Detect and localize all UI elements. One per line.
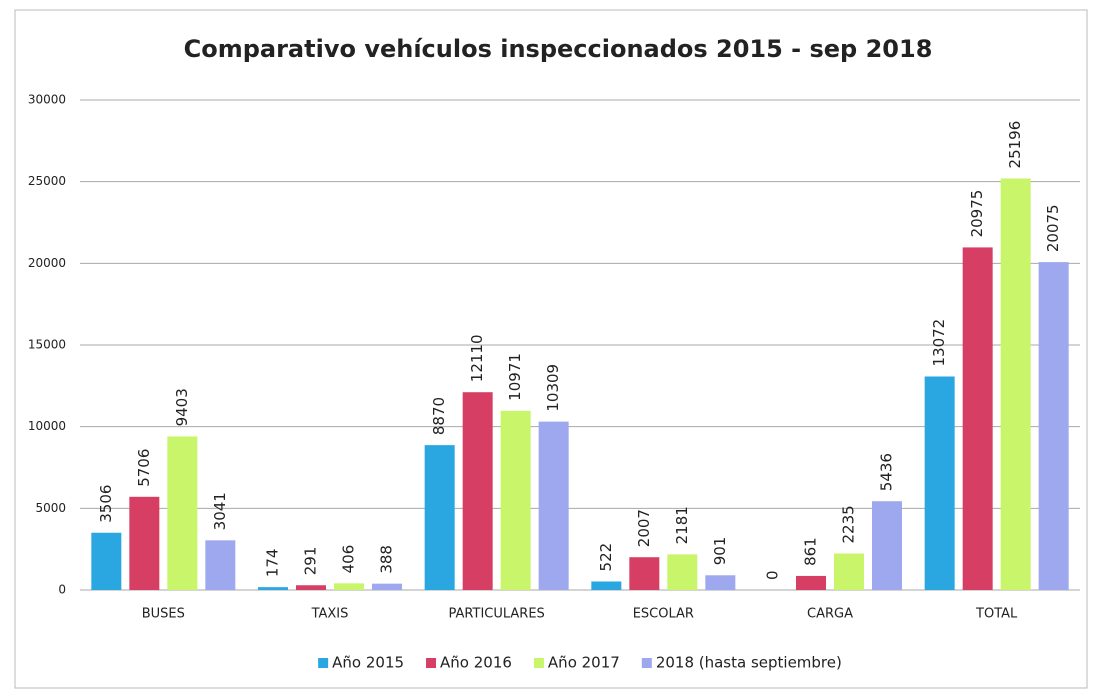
value-label: 388 bbox=[378, 545, 396, 574]
legend-swatch bbox=[641, 658, 652, 668]
bar bbox=[924, 376, 955, 590]
bar bbox=[296, 585, 326, 590]
value-label: 2007 bbox=[635, 509, 653, 547]
bar bbox=[1000, 178, 1031, 590]
bar bbox=[258, 587, 288, 590]
value-label: 174 bbox=[264, 549, 282, 578]
bar bbox=[1038, 262, 1069, 590]
chart-title: Comparativo vehículos inspeccionados 201… bbox=[184, 35, 933, 63]
value-label: 8870 bbox=[430, 397, 448, 435]
value-label: 10971 bbox=[506, 353, 524, 401]
bar bbox=[372, 583, 402, 590]
legend-label: 2018 (hasta septiembre) bbox=[656, 654, 842, 672]
bar bbox=[334, 583, 364, 590]
bar bbox=[705, 575, 736, 590]
x-tick-label: CARGA bbox=[807, 607, 853, 622]
value-label: 2181 bbox=[673, 506, 691, 544]
value-label: 13072 bbox=[930, 319, 948, 367]
value-label: 406 bbox=[340, 545, 358, 574]
x-tick-label: TAXIS bbox=[311, 607, 349, 622]
y-tick-label: 30000 bbox=[28, 93, 66, 107]
bar bbox=[796, 575, 826, 590]
bar bbox=[205, 540, 236, 590]
y-tick-label: 5000 bbox=[35, 501, 66, 515]
bar bbox=[834, 553, 864, 590]
legend-label: Año 2016 bbox=[440, 654, 512, 672]
y-tick-label: 10000 bbox=[28, 419, 66, 433]
value-label: 12110 bbox=[468, 334, 486, 382]
bar bbox=[538, 421, 569, 590]
value-label: 861 bbox=[802, 537, 820, 566]
bar bbox=[629, 557, 660, 590]
value-label: 3041 bbox=[211, 492, 229, 530]
x-tick-label: BUSES bbox=[142, 607, 185, 622]
bar bbox=[591, 581, 622, 590]
bar bbox=[91, 532, 122, 590]
value-label: 0 bbox=[764, 570, 782, 580]
bar bbox=[424, 445, 455, 590]
value-label: 5706 bbox=[135, 449, 153, 487]
value-label: 522 bbox=[597, 543, 615, 572]
y-tick-label: 25000 bbox=[28, 174, 66, 188]
bar bbox=[667, 554, 698, 590]
legend-label: Año 2017 bbox=[548, 654, 620, 672]
legend-label: Año 2015 bbox=[332, 654, 404, 672]
legend-swatch bbox=[533, 658, 544, 668]
value-label: 25196 bbox=[1006, 121, 1024, 169]
bar bbox=[129, 496, 160, 590]
legend-swatch bbox=[426, 658, 437, 668]
value-label: 3506 bbox=[97, 485, 115, 523]
bar bbox=[500, 410, 531, 590]
value-label: 291 bbox=[302, 547, 320, 576]
value-label: 20975 bbox=[968, 190, 986, 238]
y-tick-label: 0 bbox=[58, 583, 66, 597]
y-tick-label: 20000 bbox=[28, 256, 66, 270]
value-label: 901 bbox=[711, 537, 729, 566]
bar bbox=[872, 501, 902, 590]
x-tick-label: ESCOLAR bbox=[633, 607, 694, 622]
x-tick-label: TOTAL bbox=[975, 607, 1018, 622]
bar bbox=[167, 436, 198, 590]
value-label: 2235 bbox=[840, 505, 858, 543]
value-label: 9403 bbox=[173, 388, 191, 426]
bar bbox=[962, 247, 993, 591]
legend-swatch bbox=[318, 658, 329, 668]
value-label: 10309 bbox=[544, 364, 562, 412]
value-label: 20075 bbox=[1044, 204, 1062, 252]
x-tick-label: PARTICULARES bbox=[449, 607, 545, 622]
value-label: 5436 bbox=[878, 453, 896, 491]
bar bbox=[462, 392, 493, 590]
y-tick-label: 15000 bbox=[28, 338, 66, 352]
